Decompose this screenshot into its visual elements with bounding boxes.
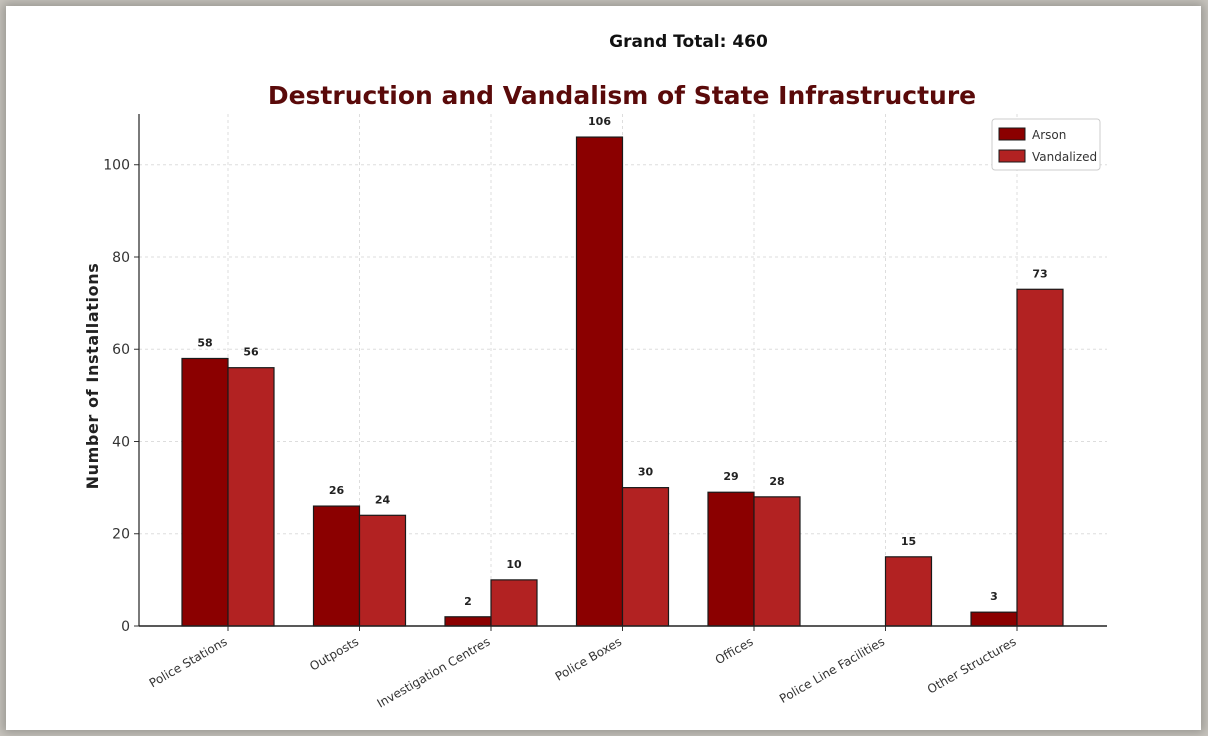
- x-tick-label: Offices: [713, 634, 756, 667]
- legend-label: Vandalized: [1032, 150, 1097, 164]
- data-label: 56: [243, 346, 259, 359]
- y-tick-label: 100: [103, 158, 130, 174]
- legend-swatch: [998, 127, 1026, 141]
- bar-arson: [181, 357, 229, 627]
- bar-chart: Destruction and Vandalism of State Infra…: [83, 81, 1107, 711]
- bar-arson: [970, 611, 1018, 627]
- bar-vandalized: [884, 556, 933, 627]
- bars: [181, 136, 1064, 627]
- bar-vandalized: [1016, 288, 1064, 627]
- bar-vandalized: [753, 496, 801, 627]
- data-label: 28: [769, 475, 784, 488]
- data-label: 30: [638, 466, 654, 479]
- x-tick-label: Investigation Centres: [375, 634, 493, 710]
- legend-label: Arson: [1032, 128, 1066, 142]
- y-tick-label: 60: [112, 342, 130, 358]
- chart-title: Destruction and Vandalism of State Infra…: [268, 81, 976, 110]
- data-label: 2: [464, 595, 472, 608]
- bar-vandalized: [621, 487, 670, 627]
- bar-vandalized: [490, 579, 538, 627]
- y-tick-label: 80: [112, 250, 130, 266]
- legend: Arson Vandalized: [991, 118, 1101, 171]
- data-label: 10: [506, 558, 522, 571]
- data-label: 26: [329, 484, 345, 497]
- bar-arson: [707, 491, 755, 627]
- data-label: 106: [588, 115, 611, 128]
- data-label: 24: [375, 493, 391, 506]
- chart-frame: Grand Total: 460 Destruction and Vandali…: [6, 6, 1201, 730]
- data-label: 3: [990, 590, 998, 603]
- legend-swatch: [998, 149, 1026, 163]
- x-tick-label: Police Boxes: [553, 634, 624, 683]
- data-label: 73: [1032, 267, 1047, 280]
- data-label: 15: [901, 535, 916, 548]
- y-tick-label: 0: [121, 619, 130, 635]
- x-tick-label: Outposts: [307, 634, 361, 673]
- bar-vandalized: [358, 514, 407, 627]
- grand-total-label: Grand Total: 460: [609, 32, 768, 52]
- data-label: 58: [197, 336, 212, 349]
- data-labels: 58 26 2 106 29 3 56 24 10 30 28 15 73: [197, 115, 1047, 608]
- x-tick-label: Other Structures: [925, 634, 1019, 696]
- y-tick-label: 20: [112, 527, 130, 543]
- y-tick-label: 40: [112, 434, 130, 450]
- x-tick-label: Police Line Facilities: [777, 634, 887, 706]
- bar-arson: [575, 136, 624, 627]
- bar-arson: [312, 505, 361, 627]
- x-tick-label: Police Stations: [147, 634, 230, 690]
- bar-vandalized: [227, 367, 275, 627]
- data-label: 29: [723, 470, 738, 483]
- y-axis-label: Number of Installations: [83, 263, 102, 490]
- bar-arson: [444, 616, 492, 627]
